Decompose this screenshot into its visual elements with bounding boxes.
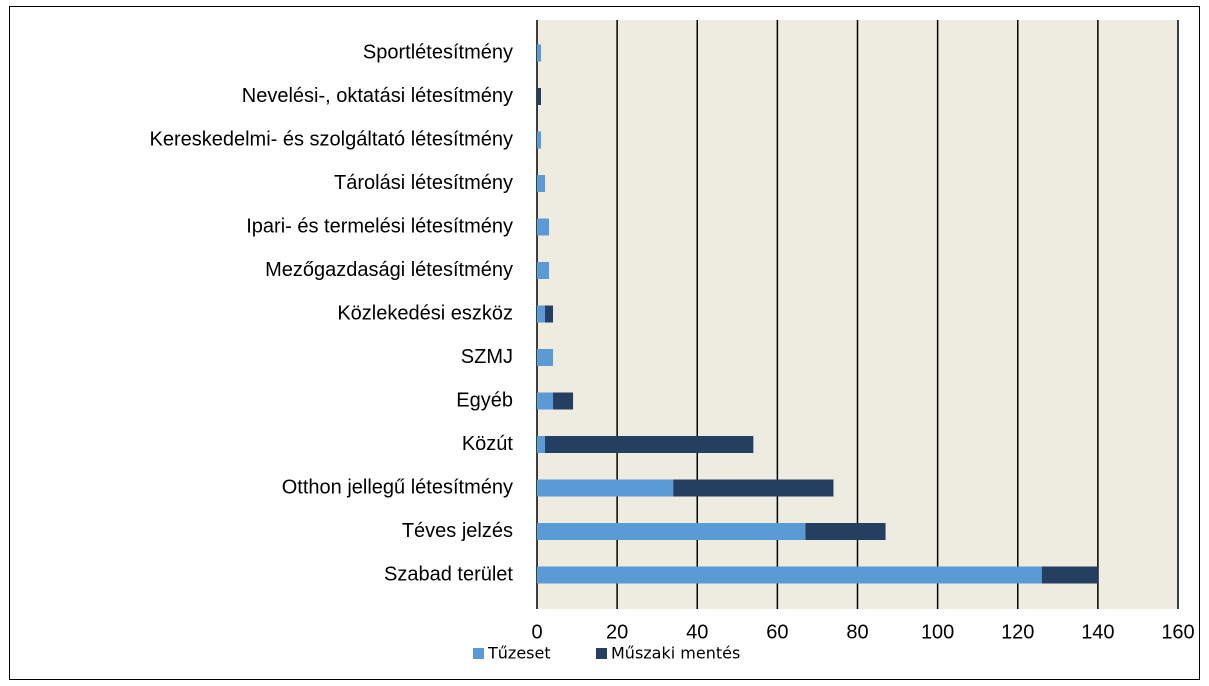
bar xyxy=(537,479,674,497)
y-tick-label: Nevelési-, oktatási létesítmény xyxy=(242,85,513,107)
x-tick-label: 80 xyxy=(846,621,868,643)
bar xyxy=(537,349,554,366)
x-tick-label: 60 xyxy=(766,621,788,643)
bar xyxy=(545,436,754,453)
bar xyxy=(537,88,542,105)
x-tick-label: 40 xyxy=(686,621,708,643)
y-tick-label: Ipari- és termelési létesítmény xyxy=(246,215,513,237)
x-tick-label: 20 xyxy=(606,621,628,643)
y-tick-label: SZMJ xyxy=(461,346,513,368)
bar xyxy=(537,218,550,236)
legend-label: Műszaki mentés xyxy=(611,644,740,663)
x-tick-label: 160 xyxy=(1161,621,1194,643)
bar xyxy=(537,131,542,149)
bar xyxy=(537,392,554,410)
bar xyxy=(1041,566,1098,584)
bar xyxy=(537,436,546,453)
bar xyxy=(805,523,886,540)
y-tick-label: Otthon jellegű létesítmény xyxy=(282,476,513,498)
x-tick-label: 0 xyxy=(531,621,542,643)
bar xyxy=(537,262,550,279)
y-tick-label: Tárolási létesítmény xyxy=(334,172,513,194)
y-tick-label: Szabad terület xyxy=(384,563,513,585)
y-tick-label: Egyéb xyxy=(456,389,513,411)
bar xyxy=(537,44,542,62)
y-tick-label: Kereskedelmi- és szolgáltató létesítmény xyxy=(150,128,514,150)
x-tick-label: 140 xyxy=(1081,621,1114,643)
legend-swatch xyxy=(473,648,484,659)
y-tick-label: Közút xyxy=(462,433,514,455)
bar xyxy=(537,305,546,323)
legend-label: Tűzeset xyxy=(487,644,551,663)
x-tick-label: 120 xyxy=(1001,621,1034,643)
y-tick-label: Sportlétesítmény xyxy=(363,41,513,63)
y-tick-label: Mezőgazdasági létesítmény xyxy=(265,259,513,281)
bar xyxy=(673,479,834,497)
bar xyxy=(537,523,806,540)
legend-swatch xyxy=(596,648,607,659)
y-tick-label: Közlekedési eszköz xyxy=(337,302,513,324)
bar xyxy=(553,392,574,410)
bar xyxy=(537,175,546,192)
x-tick-label: 100 xyxy=(921,621,954,643)
bar xyxy=(545,305,554,323)
y-tick-label: Téves jelzés xyxy=(402,520,513,542)
bar xyxy=(537,566,1042,584)
